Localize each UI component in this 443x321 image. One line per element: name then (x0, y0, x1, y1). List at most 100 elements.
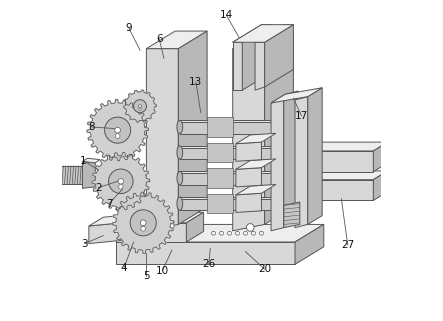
Polygon shape (207, 169, 233, 188)
Polygon shape (180, 197, 289, 210)
Text: 13: 13 (189, 77, 202, 87)
Polygon shape (146, 49, 179, 231)
Polygon shape (207, 194, 233, 213)
Polygon shape (236, 142, 261, 161)
Polygon shape (207, 117, 233, 136)
Polygon shape (233, 25, 271, 42)
Text: 10: 10 (156, 266, 169, 276)
Polygon shape (92, 152, 150, 210)
Circle shape (212, 231, 215, 235)
Ellipse shape (286, 120, 292, 134)
Polygon shape (284, 202, 300, 228)
Text: 17: 17 (295, 111, 308, 121)
Polygon shape (255, 25, 293, 42)
Polygon shape (146, 31, 207, 49)
Circle shape (138, 224, 142, 228)
Circle shape (260, 231, 264, 235)
Polygon shape (113, 192, 174, 254)
Circle shape (140, 220, 146, 226)
Circle shape (252, 231, 255, 235)
Polygon shape (297, 151, 373, 172)
Circle shape (244, 231, 247, 235)
Circle shape (115, 127, 120, 133)
Polygon shape (308, 88, 322, 224)
Polygon shape (146, 219, 156, 227)
Circle shape (139, 105, 141, 108)
Polygon shape (116, 212, 204, 223)
Polygon shape (132, 178, 146, 185)
Circle shape (115, 134, 120, 138)
Text: 3: 3 (82, 239, 88, 248)
Ellipse shape (177, 171, 183, 185)
Polygon shape (297, 180, 373, 200)
Polygon shape (271, 88, 322, 103)
Polygon shape (297, 142, 388, 151)
Circle shape (133, 100, 147, 113)
Ellipse shape (286, 171, 292, 185)
Polygon shape (233, 25, 293, 42)
Ellipse shape (286, 146, 292, 159)
Polygon shape (297, 171, 388, 180)
Polygon shape (89, 214, 135, 226)
Circle shape (141, 226, 146, 231)
Polygon shape (87, 100, 148, 161)
Text: 14: 14 (220, 10, 233, 20)
Text: 20: 20 (258, 264, 271, 274)
Text: 4: 4 (120, 263, 127, 273)
Polygon shape (236, 159, 276, 169)
Circle shape (122, 224, 126, 228)
Ellipse shape (286, 197, 292, 210)
Polygon shape (82, 158, 100, 163)
Polygon shape (121, 214, 135, 240)
Circle shape (109, 169, 133, 194)
Polygon shape (116, 242, 295, 265)
Circle shape (246, 224, 254, 231)
Ellipse shape (177, 146, 183, 159)
Polygon shape (180, 120, 289, 134)
Circle shape (228, 231, 231, 235)
Circle shape (146, 224, 150, 228)
Text: 8: 8 (88, 122, 94, 132)
Polygon shape (180, 146, 289, 148)
Polygon shape (124, 90, 156, 122)
Text: 7: 7 (106, 199, 113, 209)
Polygon shape (295, 88, 322, 100)
Polygon shape (284, 91, 298, 228)
Ellipse shape (52, 166, 58, 184)
Polygon shape (89, 223, 121, 244)
Polygon shape (236, 133, 276, 144)
Polygon shape (264, 31, 293, 224)
Circle shape (118, 178, 124, 184)
Polygon shape (180, 146, 289, 159)
Polygon shape (373, 142, 388, 172)
Circle shape (236, 231, 239, 235)
Polygon shape (179, 31, 207, 224)
Circle shape (162, 224, 166, 228)
Polygon shape (236, 193, 261, 213)
Polygon shape (255, 42, 264, 90)
Polygon shape (116, 224, 324, 242)
Polygon shape (236, 168, 261, 187)
Polygon shape (180, 197, 289, 199)
Circle shape (119, 185, 123, 189)
Polygon shape (295, 224, 324, 265)
Circle shape (130, 210, 156, 236)
Polygon shape (271, 100, 284, 231)
Circle shape (154, 224, 158, 228)
Circle shape (139, 108, 141, 110)
Polygon shape (180, 171, 289, 185)
Polygon shape (295, 97, 308, 228)
Polygon shape (236, 185, 276, 195)
Polygon shape (373, 171, 388, 200)
Ellipse shape (177, 197, 183, 210)
Ellipse shape (177, 120, 183, 134)
Polygon shape (82, 161, 95, 188)
Text: 9: 9 (125, 23, 132, 33)
Polygon shape (55, 166, 82, 184)
Text: 27: 27 (341, 240, 354, 250)
Text: 5: 5 (143, 271, 150, 281)
Polygon shape (180, 171, 289, 173)
Polygon shape (233, 49, 264, 231)
Polygon shape (187, 212, 204, 242)
Circle shape (105, 117, 131, 143)
